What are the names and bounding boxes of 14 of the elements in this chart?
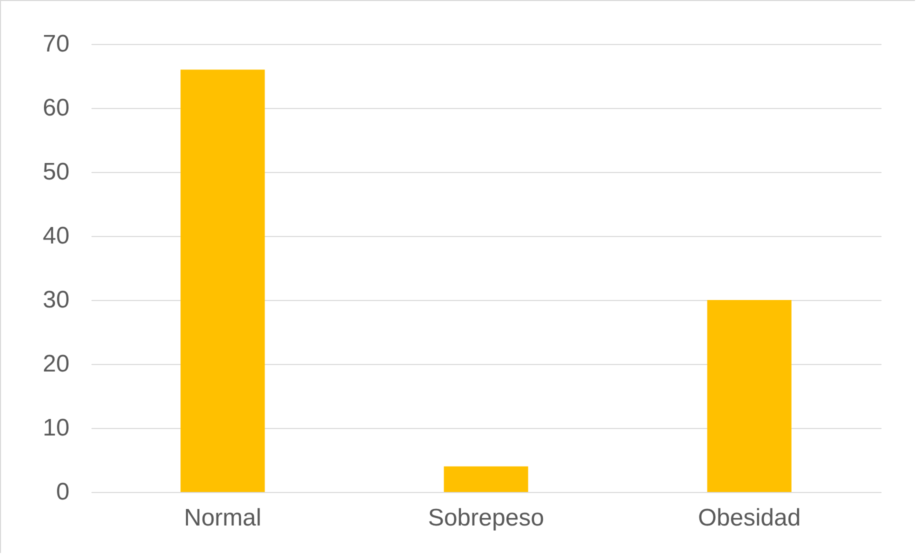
x-tick-label: Obesidad	[698, 504, 801, 532]
x-tick-label: Sobrepeso	[428, 504, 544, 532]
y-tick-label: 70	[42, 30, 70, 58]
y-tick-label: 0	[56, 478, 70, 506]
y-tick-label: 60	[42, 94, 70, 122]
x-tick-label: Normal	[184, 504, 262, 532]
bar	[444, 466, 528, 492]
bar	[180, 70, 265, 492]
y-tick-label: 50	[42, 158, 70, 186]
bar	[707, 300, 792, 492]
y-tick-label: 20	[42, 350, 70, 378]
y-tick-label: 30	[42, 286, 70, 314]
y-tick-label: 40	[42, 222, 70, 250]
y-tick-label: 10	[42, 414, 70, 442]
